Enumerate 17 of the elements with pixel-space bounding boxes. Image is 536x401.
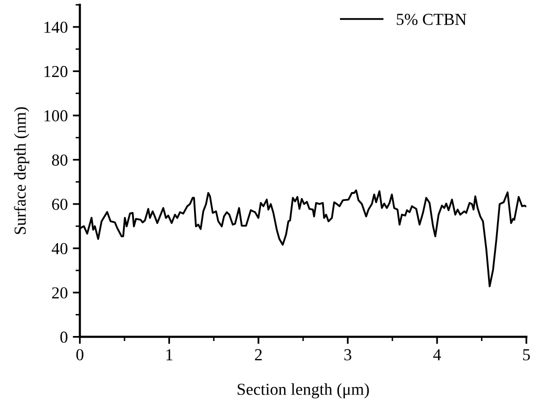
x-tick-label: 0 [76,349,84,360]
y-tick-label: 100 [44,110,68,122]
x-tick-label: 3 [344,349,352,360]
x-tick-label: 5 [523,349,530,360]
y-tick-label: 60 [52,198,68,210]
x-tick-label: 2 [255,349,262,360]
x-axis-title: Section length (μm) [238,383,369,398]
x-tick-label: 4 [433,349,441,360]
y-tick-label: 0 [60,332,68,343]
y-axis-title: Surface depth (nm) [14,107,30,234]
x-tick-label: 1 [166,349,172,360]
y-tick-label: 20 [52,287,68,299]
y-tick-label: 140 [44,22,68,33]
y-tick-label: 80 [52,154,68,166]
y-tick-label: 120 [44,66,68,78]
y-tick-label: 40 [52,243,68,254]
legend-label: 5% CTBN [396,14,466,26]
